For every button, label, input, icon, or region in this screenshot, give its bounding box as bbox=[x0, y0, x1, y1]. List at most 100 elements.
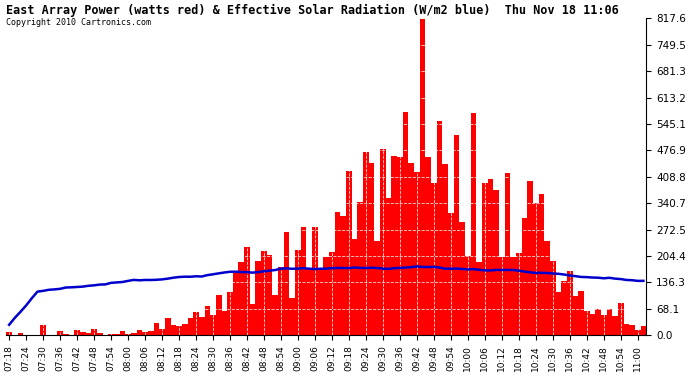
Bar bbox=[290, 297, 295, 335]
Bar bbox=[125, 333, 131, 335]
Bar bbox=[142, 332, 148, 335]
Bar bbox=[159, 329, 165, 335]
Bar bbox=[454, 135, 460, 335]
Bar bbox=[465, 256, 471, 335]
Bar bbox=[40, 325, 46, 335]
Bar bbox=[635, 330, 640, 335]
Bar bbox=[137, 330, 142, 335]
Bar bbox=[86, 333, 91, 335]
Bar bbox=[6, 332, 12, 335]
Text: Copyright 2010 Cartronics.com: Copyright 2010 Cartronics.com bbox=[6, 18, 151, 27]
Bar bbox=[233, 273, 239, 335]
Bar bbox=[533, 203, 539, 335]
Bar bbox=[640, 326, 647, 335]
Bar bbox=[595, 309, 601, 335]
Bar bbox=[108, 334, 114, 335]
Bar bbox=[176, 326, 182, 335]
Bar bbox=[618, 303, 624, 335]
Bar bbox=[204, 306, 210, 335]
Bar bbox=[255, 261, 261, 335]
Bar bbox=[573, 296, 578, 335]
Bar bbox=[352, 238, 357, 335]
Bar bbox=[306, 268, 312, 335]
Bar bbox=[391, 156, 397, 335]
Bar bbox=[119, 332, 125, 335]
Bar bbox=[448, 213, 454, 335]
Bar bbox=[550, 261, 555, 335]
Bar bbox=[154, 323, 159, 335]
Bar bbox=[403, 112, 408, 335]
Bar bbox=[131, 333, 137, 335]
Bar bbox=[239, 262, 244, 335]
Bar bbox=[357, 202, 363, 335]
Bar bbox=[199, 316, 204, 335]
Bar bbox=[18, 333, 23, 335]
Bar bbox=[114, 334, 119, 335]
Bar bbox=[261, 251, 267, 335]
Bar bbox=[193, 312, 199, 335]
Bar bbox=[527, 181, 533, 335]
Bar bbox=[188, 318, 193, 335]
Bar bbox=[516, 253, 522, 335]
Bar bbox=[324, 257, 329, 335]
Bar bbox=[460, 222, 465, 335]
Bar bbox=[601, 315, 607, 335]
Bar bbox=[612, 316, 618, 335]
Bar bbox=[148, 331, 154, 335]
Bar bbox=[397, 157, 403, 335]
Bar bbox=[97, 333, 103, 335]
Bar bbox=[244, 247, 250, 335]
Bar bbox=[471, 113, 476, 335]
Bar bbox=[75, 330, 80, 335]
Bar bbox=[295, 249, 301, 335]
Bar bbox=[578, 291, 584, 335]
Bar bbox=[488, 179, 493, 335]
Bar bbox=[182, 324, 188, 335]
Bar bbox=[340, 216, 346, 335]
Bar bbox=[273, 295, 278, 335]
Bar bbox=[335, 212, 340, 335]
Bar bbox=[103, 334, 108, 335]
Bar bbox=[221, 311, 227, 335]
Bar bbox=[482, 183, 488, 335]
Bar bbox=[442, 164, 448, 335]
Bar bbox=[216, 295, 221, 335]
Bar bbox=[91, 329, 97, 335]
Bar bbox=[431, 183, 437, 335]
Bar bbox=[607, 309, 612, 335]
Bar bbox=[437, 121, 442, 335]
Bar bbox=[368, 163, 375, 335]
Bar bbox=[170, 326, 176, 335]
Bar bbox=[544, 242, 550, 335]
Bar bbox=[346, 171, 352, 335]
Bar bbox=[329, 252, 335, 335]
Bar bbox=[589, 314, 595, 335]
Bar bbox=[624, 324, 629, 335]
Bar bbox=[493, 190, 499, 335]
Bar bbox=[227, 292, 233, 335]
Bar bbox=[250, 304, 255, 335]
Bar bbox=[312, 226, 318, 335]
Bar bbox=[414, 172, 420, 335]
Bar bbox=[267, 255, 273, 335]
Text: East Array Power (watts red) & Effective Solar Radiation (W/m2 blue)  Thu Nov 18: East Array Power (watts red) & Effective… bbox=[6, 4, 619, 17]
Bar bbox=[567, 271, 573, 335]
Bar bbox=[629, 326, 635, 335]
Bar bbox=[284, 232, 290, 335]
Bar bbox=[511, 257, 516, 335]
Bar bbox=[375, 241, 380, 335]
Bar bbox=[380, 150, 386, 335]
Bar bbox=[420, 19, 425, 335]
Bar bbox=[504, 173, 511, 335]
Bar bbox=[363, 152, 368, 335]
Bar bbox=[425, 157, 431, 335]
Bar bbox=[57, 332, 63, 335]
Bar bbox=[555, 292, 561, 335]
Bar bbox=[408, 164, 414, 335]
Bar bbox=[386, 198, 391, 335]
Bar bbox=[561, 280, 567, 335]
Bar bbox=[165, 318, 170, 335]
Bar bbox=[80, 332, 86, 335]
Bar bbox=[318, 270, 324, 335]
Bar bbox=[476, 262, 482, 335]
